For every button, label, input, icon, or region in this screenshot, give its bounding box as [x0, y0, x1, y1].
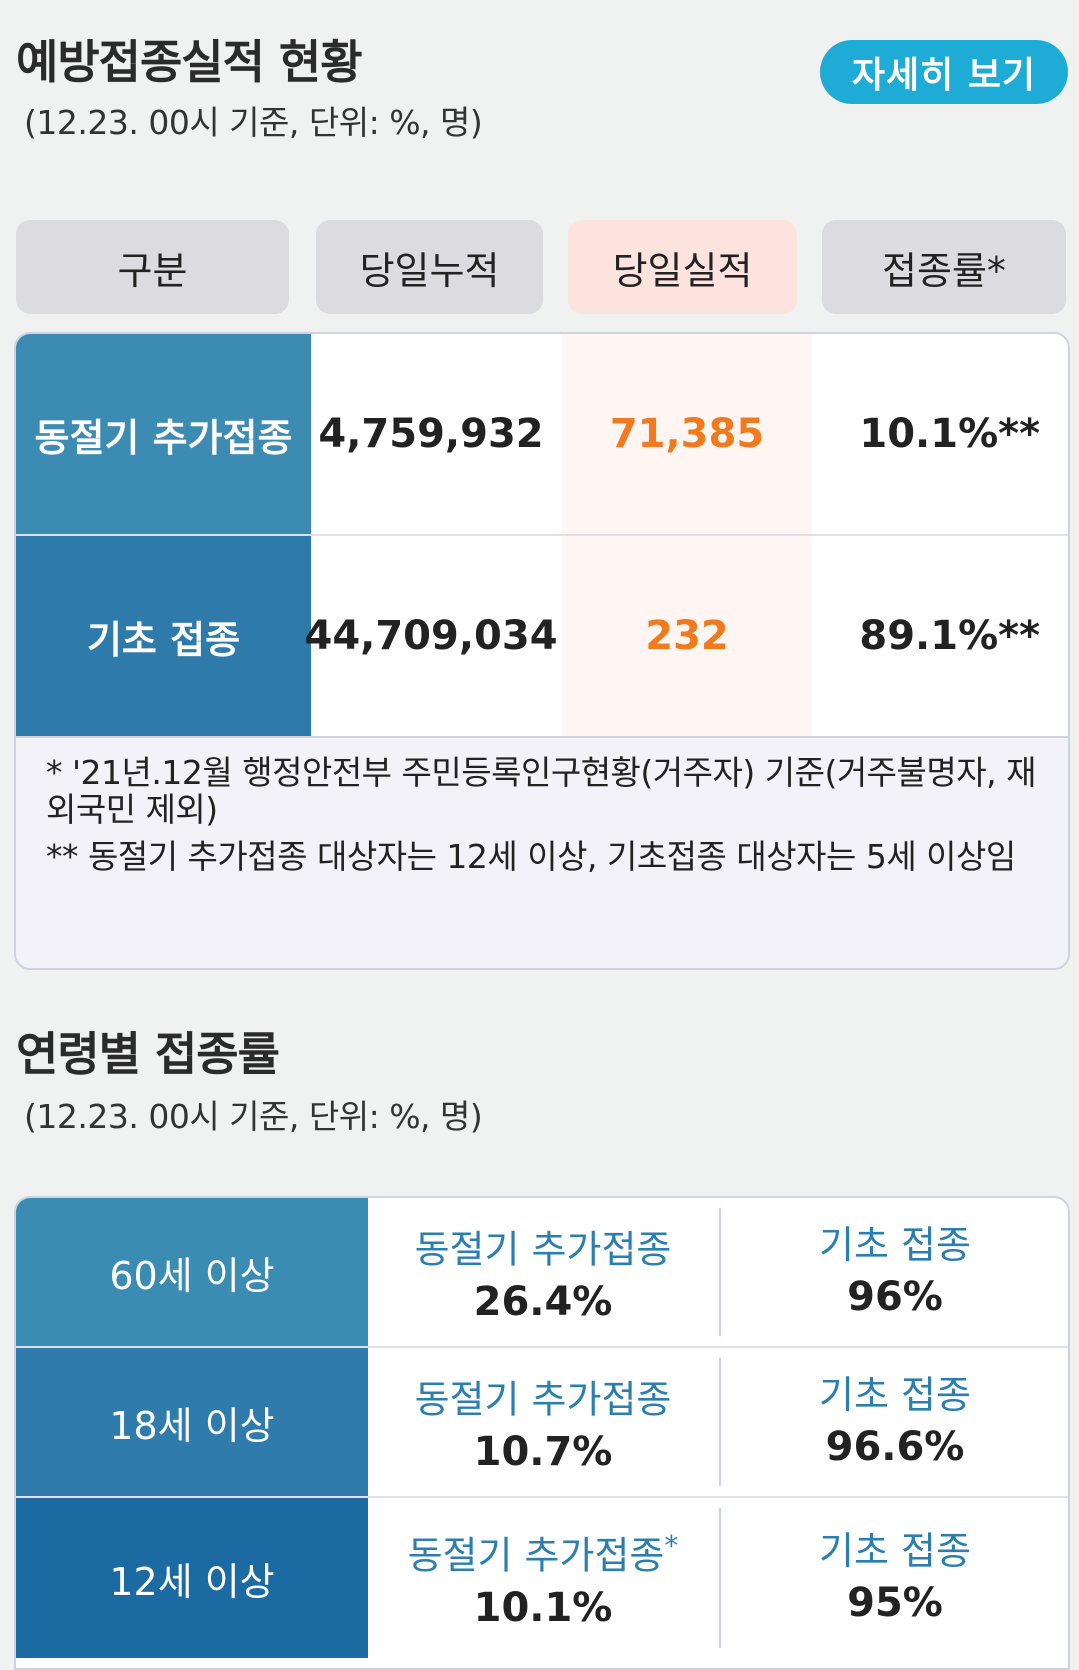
table-row: 기초 접종 44,709,034 232 89.1%** [16, 536, 1068, 738]
today-value: 232 [562, 536, 812, 736]
basic-value: 95% [847, 1580, 943, 1626]
table-row: 60세 이상 동절기 추가접종 26.4% 기초 접종 96% [16, 1198, 1068, 1348]
footnote: ** 동절기 추가접종 대상자는 12세 이상, 기초접종 대상자는 5세 이상… [46, 837, 1016, 876]
vaccination-table: 동절기 추가접종 4,759,932 71,385 10.1%** 기초 접종 … [14, 332, 1070, 970]
page-subtitle: (12.23. 00시 기준, 단위: %, 명) [24, 103, 483, 142]
cumulative-value: 4,759,932 [318, 411, 544, 457]
header-category: 구분 [16, 220, 289, 314]
booster-cell: 동절기 추가접종 26.4% [368, 1198, 718, 1346]
basic-cell: 기초 접종 96.6% [720, 1348, 1068, 1496]
section-subtitle: (12.23. 00시 기준, 단위: %, 명) [24, 1097, 483, 1136]
booster-label: 동절기 추가접종 [414, 1227, 672, 1272]
row-label: 동절기 추가접종 [16, 334, 311, 534]
basic-label: 기초 접종 [819, 1373, 971, 1417]
basic-value: 96.6% [825, 1424, 965, 1470]
age-label: 60세 이상 [16, 1198, 368, 1346]
header-cumulative: 당일누적 [316, 220, 543, 314]
page-title: 예방접종실적 현황 [16, 35, 363, 89]
footnotes: * '21년.12월 행정안전부 주민등록인구현황(거주자) 기준(거주불명자,… [46, 754, 1046, 885]
age-label: 12세 이상 [16, 1498, 368, 1658]
basic-label: 기초 접종 [819, 1529, 971, 1573]
age-label: 18세 이상 [16, 1348, 368, 1496]
age-rate-table: 60세 이상 동절기 추가접종 26.4% 기초 접종 96% 18세 이상 동… [14, 1196, 1070, 1670]
basic-value: 96% [847, 1274, 943, 1320]
booster-label: 동절기 추가접종 [414, 1377, 672, 1422]
header-today: 당일실적 [568, 220, 797, 314]
basic-cell: 기초 접종 96% [720, 1198, 1068, 1346]
table-row: 12세 이상 동절기 추가접종* 10.1% 기초 접종 95% [16, 1498, 1068, 1658]
table-header: 구분 당일누적 당일실적 접종률* [16, 220, 1066, 314]
column-divider [719, 1208, 721, 1336]
column-divider [719, 1508, 721, 1648]
table-row: 18세 이상 동절기 추가접종 10.7% 기초 접종 96.6% [16, 1348, 1068, 1498]
booster-value: 10.1% [473, 1584, 613, 1631]
booster-cell: 동절기 추가접종* 10.1% [368, 1498, 718, 1658]
column-divider [719, 1358, 721, 1486]
rate-value: 89.1%** [859, 613, 1040, 659]
rate-value: 10.1%** [859, 411, 1040, 457]
table-row: 동절기 추가접종 4,759,932 71,385 10.1%** [16, 334, 1068, 536]
today-value: 71,385 [562, 334, 812, 534]
row-label: 기초 접종 [16, 536, 311, 736]
booster-label: 동절기 추가접종* [407, 1529, 679, 1578]
cumulative-value: 44,709,034 [304, 613, 558, 659]
basic-label: 기초 접종 [819, 1223, 971, 1267]
view-details-button[interactable]: 자세히 보기 [820, 40, 1068, 104]
section-title: 연령별 접종률 [16, 1027, 280, 1081]
booster-value: 10.7% [473, 1428, 613, 1475]
footnote: * '21년.12월 행정안전부 주민등록인구현황(거주자) 기준(거주불명자,… [46, 753, 1036, 829]
booster-value: 26.4% [473, 1278, 613, 1325]
basic-cell: 기초 접종 95% [720, 1498, 1068, 1658]
header-rate: 접종률* [822, 220, 1066, 314]
booster-cell: 동절기 추가접종 10.7% [368, 1348, 718, 1496]
